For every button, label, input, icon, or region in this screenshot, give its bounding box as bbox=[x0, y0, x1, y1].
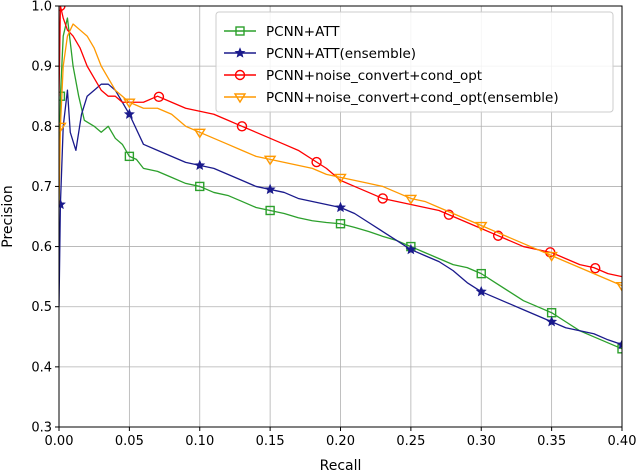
series-marker bbox=[124, 151, 135, 162]
legend-label: PCNN+ATT bbox=[266, 24, 340, 40]
legend-entries: PCNN+ATT PCNN+ATT(ensemble) PCNN+noise_con… bbox=[224, 24, 559, 106]
series-line bbox=[59, 83, 622, 346]
legend-marker bbox=[234, 69, 246, 81]
legend-label: PCNN+ATT(ensemble) bbox=[266, 46, 416, 62]
series-line bbox=[59, 23, 622, 287]
y-tick-label: 0.8 bbox=[31, 120, 52, 135]
axis-ticks: 0.00 0.05 0.10 0.15 0.20 0.25 0.30 0.35 0.40 0.3 0… bbox=[31, 0, 636, 449]
x-tick-label: 0.10 bbox=[185, 434, 214, 449]
series-marker bbox=[59, 91, 66, 101]
series-marker bbox=[236, 121, 248, 132]
legend-marker bbox=[234, 47, 246, 58]
x-axis-label: Recall bbox=[320, 458, 362, 472]
series-marker bbox=[404, 194, 418, 205]
series-marker bbox=[616, 338, 622, 350]
series-marker bbox=[123, 108, 135, 119]
series-marker bbox=[311, 156, 322, 168]
series-marker bbox=[153, 91, 165, 103]
series-marker bbox=[59, 198, 66, 210]
legend-marker bbox=[235, 26, 245, 36]
series-2 bbox=[59, 6, 622, 278]
x-tick-label: 0.05 bbox=[115, 434, 144, 449]
x-tick-label: 0.00 bbox=[45, 434, 74, 449]
series-marker bbox=[123, 98, 136, 109]
series-marker bbox=[59, 6, 66, 12]
x-tick-label: 0.30 bbox=[467, 434, 496, 449]
x-tick-label: 0.40 bbox=[608, 434, 637, 449]
x-tick-label: 0.20 bbox=[326, 434, 355, 449]
series-0 bbox=[59, 17, 622, 354]
legend-label: PCNN+noise_convert+cond_opt(ensemble) bbox=[266, 90, 559, 106]
series-marker bbox=[59, 122, 67, 133]
series-marker bbox=[263, 155, 277, 166]
series-marker bbox=[405, 243, 417, 255]
series-marker bbox=[617, 344, 622, 354]
series-marker bbox=[194, 159, 206, 171]
y-tick-label: 0.6 bbox=[31, 240, 52, 255]
y-tick-label: 0.7 bbox=[31, 180, 52, 195]
series-line bbox=[59, 6, 622, 278]
series-marker bbox=[474, 221, 488, 232]
y-tick-label: 0.9 bbox=[31, 60, 52, 75]
y-tick-label: 0.4 bbox=[31, 360, 52, 375]
series-marker bbox=[615, 281, 622, 292]
series-marker bbox=[334, 173, 347, 184]
series-marker bbox=[443, 209, 455, 220]
y-tick-label: 0.5 bbox=[31, 300, 52, 315]
series-marker bbox=[195, 181, 205, 192]
series-marker bbox=[590, 263, 601, 274]
series-marker bbox=[193, 128, 207, 139]
series-marker bbox=[377, 193, 388, 204]
series-3 bbox=[59, 23, 622, 292]
series-marker bbox=[475, 285, 487, 297]
x-tick-label: 0.25 bbox=[396, 434, 425, 449]
series-marker bbox=[476, 268, 486, 279]
legend: PCNN+ATT PCNN+ATT(ensemble) PCNN+noise_con… bbox=[215, 11, 614, 113]
x-tick-label: 0.15 bbox=[256, 434, 285, 449]
legend-marker bbox=[233, 93, 247, 104]
y-tick-label: 1.0 bbox=[31, 0, 52, 15]
series-marker bbox=[335, 219, 346, 229]
y-axis-label: Precision bbox=[0, 185, 16, 247]
series-lines bbox=[59, 6, 622, 354]
series-marker bbox=[265, 205, 275, 216]
legend-label: PCNN+noise_convert+cond_opt bbox=[266, 68, 482, 84]
series-marker bbox=[492, 230, 504, 241]
series-marker bbox=[546, 315, 558, 327]
series-marker bbox=[264, 183, 276, 195]
series-line bbox=[59, 17, 622, 350]
series-marker bbox=[545, 251, 558, 262]
legend-box bbox=[215, 11, 614, 113]
y-tick-label: 0.3 bbox=[31, 421, 52, 436]
series-marker bbox=[334, 201, 347, 213]
series-1 bbox=[59, 83, 622, 350]
x-tick-label: 0.35 bbox=[537, 434, 566, 449]
